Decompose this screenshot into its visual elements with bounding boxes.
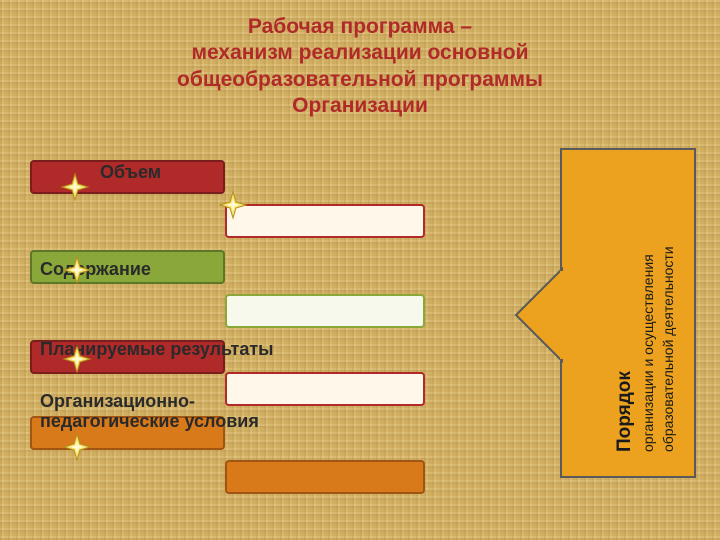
title-line-1: механизм реализации основной (191, 41, 528, 64)
title-line-3: Организации (292, 94, 428, 117)
side-panel-sub-2: образовательной деятельности (660, 246, 676, 452)
light-box-3 (225, 460, 425, 494)
label-2: Планируемые результаты (40, 340, 290, 360)
arrow-head-icon (562, 150, 563, 151)
side-panel-sub-1: организации и осуществления (640, 254, 656, 452)
title-line-2: общеобразовательной программы (177, 68, 543, 91)
side-panel-title: Порядок (614, 371, 636, 452)
label-1: Содержание (40, 260, 290, 280)
slide-title: Рабочая программа – механизм реализации … (0, 14, 720, 119)
label-0: Объем (100, 163, 350, 183)
title-line-0: Рабочая программа – (248, 15, 472, 38)
light-box-0 (225, 204, 425, 238)
label-3: Организационно-педагогические условия (40, 392, 290, 432)
light-box-1 (225, 294, 425, 328)
side-arrow-panel: Порядок организации и осуществления обра… (560, 148, 696, 478)
